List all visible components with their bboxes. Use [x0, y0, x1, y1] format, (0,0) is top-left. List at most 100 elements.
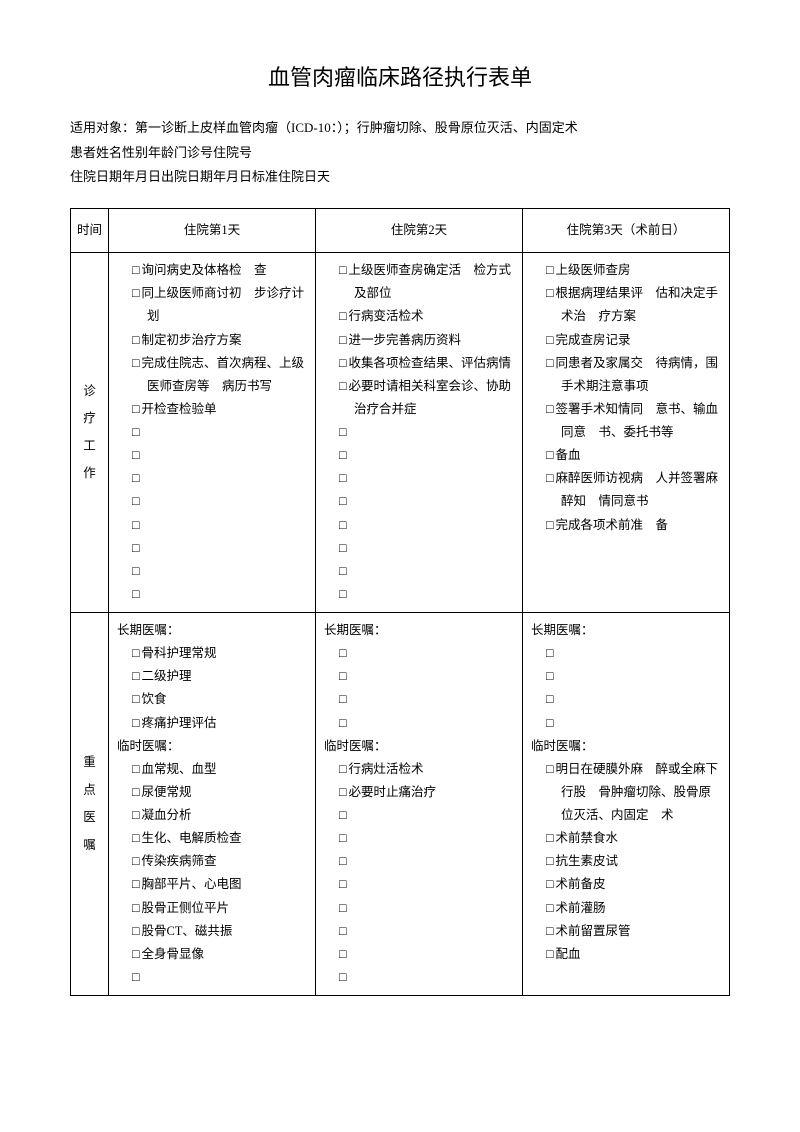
list-item: 收集各项检查结果、评估病情	[339, 352, 514, 375]
list-item: 术前灌肠	[546, 897, 721, 920]
list-item: 上级医师查房	[546, 259, 721, 282]
list-item	[339, 560, 514, 583]
list-item	[339, 583, 514, 606]
intro-block: 适用对象：第一诊断上皮样血管肉瘤（ICD-10：）；行肿瘤切除、股骨原位灭活、内…	[70, 116, 730, 190]
list-item: 明日在硬膜外麻 醉或全麻下行股 骨肿瘤切除、股骨原位灭活、内固定 术	[546, 758, 721, 827]
cell-orders-day3: 长期医嘱： 临时医嘱：明日在硬膜外麻 醉或全麻下行股 骨肿瘤切除、股骨原位灭活、内…	[523, 613, 730, 996]
list-item: 长期医嘱：	[324, 619, 514, 642]
list-item	[339, 873, 514, 896]
list-item: 临时医嘱：	[117, 735, 307, 758]
list-item	[132, 537, 307, 560]
list-item: 必要时止痛治疗	[339, 781, 514, 804]
table-header-row: 时间 住院第1天 住院第2天 住院第3天（术前日）	[71, 209, 730, 253]
list-item: 术前留置尿管	[546, 920, 721, 943]
list-item: 股骨CT、磁共振	[132, 920, 307, 943]
list-item: 进一步完善病历资料	[339, 329, 514, 352]
list-item	[132, 444, 307, 467]
intro-line: 患者姓名性别年龄门诊号住院号	[70, 141, 730, 166]
list-item: 完成住院志、首次病程、上级医师查房等 病历书写	[132, 352, 307, 398]
list-item: 根据病理结果评 估和决定手术治 疗方案	[546, 282, 721, 328]
cell-work-day2: 上级医师查房确定活 检方式及部位行病变活检术进一步完善病历资料收集各项检查结果、…	[316, 253, 523, 613]
page-title: 血管肉瘤临床路径执行表单	[70, 60, 730, 92]
list-item: 二级护理	[132, 665, 307, 688]
list-item	[546, 712, 721, 735]
list-item	[339, 827, 514, 850]
list-item: 胸部平片、心电图	[132, 873, 307, 896]
list-item	[132, 514, 307, 537]
list-item	[132, 560, 307, 583]
list-item	[339, 804, 514, 827]
list-item: 行病变活检术	[339, 305, 514, 328]
page: 血管肉瘤临床路径执行表单 适用对象：第一诊断上皮样血管肉瘤（ICD-10：）；行…	[0, 0, 800, 1036]
list-item	[132, 490, 307, 513]
list-item	[339, 943, 514, 966]
cell-orders-day2: 长期医嘱：临时医嘱：行病灶活检术必要时止痛治疗	[316, 613, 523, 996]
cell-work-day1: 询问病史及体格检 查同上级医师商讨初 步诊疗计划制定初步治疗方案完成住院志、首次…	[109, 253, 316, 613]
list-item: 备血	[546, 444, 721, 467]
row-label-work: 诊 疗 工 作	[71, 253, 109, 613]
list-item	[546, 688, 721, 711]
intro-line: 适用对象：第一诊断上皮样血管肉瘤（ICD-10：）；行肿瘤切除、股骨原位灭活、内…	[70, 116, 730, 141]
list-item: 全身骨显像	[132, 943, 307, 966]
list-item	[339, 490, 514, 513]
list-item: 麻醉医师访视病 人并签署麻醉知 情同意书	[546, 467, 721, 513]
col-header-day3: 住院第3天（术前日）	[523, 209, 730, 253]
list-item: 完成查房记录	[546, 329, 721, 352]
list-item	[339, 920, 514, 943]
list-item: 生化、电解质检查	[132, 827, 307, 850]
list-item: 股骨正侧位平片	[132, 897, 307, 920]
list-item	[339, 712, 514, 735]
list-item: 凝血分析	[132, 804, 307, 827]
list-item	[339, 514, 514, 537]
cell-work-day3: 上级医师查房根据病理结果评 估和决定手术治 疗方案完成查房记录同患者及家属交 待…	[523, 253, 730, 613]
list-item	[339, 688, 514, 711]
row-label-orders: 重 点 医 嘱	[71, 613, 109, 996]
list-item: 饮食	[132, 688, 307, 711]
list-item: 上级医师查房确定活 检方式及部位	[339, 259, 514, 305]
list-item	[339, 537, 514, 560]
list-item: 必要时请相关科室会诊、协助治疗合并症	[339, 375, 514, 421]
list-item	[339, 467, 514, 490]
col-header-time: 时间	[71, 209, 109, 253]
list-item	[546, 642, 721, 665]
list-item: 同上级医师商讨初 步诊疗计划	[132, 282, 307, 328]
row-work: 诊 疗 工 作 询问病史及体格检 查同上级医师商讨初 步诊疗计划制定初步治疗方案…	[71, 253, 730, 613]
list-item: 签署手术知情同 意书、输血同意 书、委托书等	[546, 398, 721, 444]
list-item: 询问病史及体格检 查	[132, 259, 307, 282]
list-item: 开检查检验单	[132, 398, 307, 421]
list-item: 术前禁食水	[546, 827, 721, 850]
list-item	[132, 583, 307, 606]
row-orders: 重 点 医 嘱 长期医嘱：骨科护理常规二级护理饮食疼痛护理评估临时医嘱：血常规、…	[71, 613, 730, 996]
list-item	[339, 897, 514, 920]
clinical-path-table: 时间 住院第1天 住院第2天 住院第3天（术前日） 诊 疗 工 作 询问病史及体…	[70, 208, 730, 996]
list-item	[339, 421, 514, 444]
list-item: 长期医嘱：	[531, 619, 721, 642]
list-item	[339, 665, 514, 688]
list-item: 制定初步治疗方案	[132, 329, 307, 352]
list-item	[339, 850, 514, 873]
list-item: 同患者及家属交 待病情，围手术期注意事项	[546, 352, 721, 398]
list-item	[132, 421, 307, 444]
list-item: 疼痛护理评估	[132, 712, 307, 735]
list-item	[546, 665, 721, 688]
list-item	[339, 966, 514, 989]
list-item: 血常规、血型	[132, 758, 307, 781]
list-item	[132, 467, 307, 490]
list-item: 骨科护理常规	[132, 642, 307, 665]
list-item: 长期医嘱：	[117, 619, 307, 642]
intro-line: 住院日期年月日出院日期年月日标准住院日天	[70, 165, 730, 190]
col-header-day1: 住院第1天	[109, 209, 316, 253]
list-item: 配血	[546, 943, 721, 966]
list-item: 临时医嘱：	[531, 735, 721, 758]
list-item	[132, 966, 307, 989]
list-item: 尿便常规	[132, 781, 307, 804]
list-item: 术前备皮	[546, 873, 721, 896]
list-item: 传染疾病筛查	[132, 850, 307, 873]
list-item	[339, 444, 514, 467]
cell-orders-day1: 长期医嘱：骨科护理常规二级护理饮食疼痛护理评估临时医嘱：血常规、血型尿便常规凝血…	[109, 613, 316, 996]
list-item	[339, 642, 514, 665]
list-item: 行病灶活检术	[339, 758, 514, 781]
col-header-day2: 住院第2天	[316, 209, 523, 253]
list-item: 完成各项术前准 备	[546, 514, 721, 537]
list-item: 抗生素皮试	[546, 850, 721, 873]
